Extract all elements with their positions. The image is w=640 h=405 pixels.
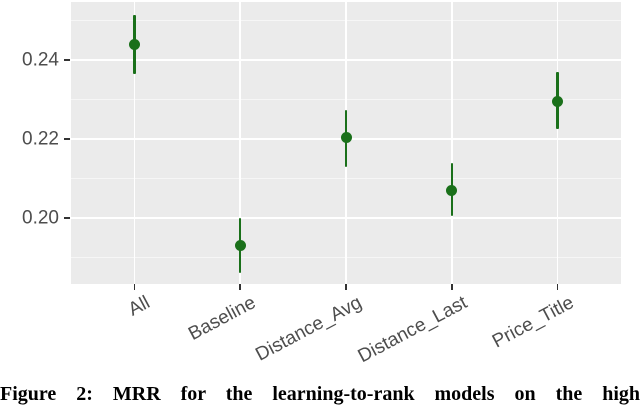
gridline-vertical <box>450 2 453 284</box>
x-tick-label: Distance_Last <box>354 292 472 368</box>
x-tick-mark <box>239 284 242 290</box>
y-tick-mark <box>64 59 70 62</box>
gridline-vertical <box>133 2 136 284</box>
y-tick-mark <box>64 138 70 140</box>
data-point <box>552 96 564 108</box>
data-point <box>446 184 458 196</box>
data-point <box>340 131 352 143</box>
x-tick-label: All <box>125 292 154 321</box>
plot-panel <box>71 2 621 284</box>
data-point <box>234 239 246 251</box>
x-tick-label: Baseline <box>185 292 260 345</box>
figure-caption: Figure 2: MRR for the learning-to-rank m… <box>0 383 640 405</box>
y-tick-label: 0.20 <box>22 207 59 229</box>
x-tick-label: Price_Title <box>488 292 577 353</box>
y-tick-label: 0.22 <box>22 128 59 150</box>
data-point <box>128 39 140 51</box>
x-tick-mark <box>556 284 559 290</box>
gridline-vertical <box>556 2 559 284</box>
x-tick-label: Distance_Avg <box>252 292 366 366</box>
gridline-vertical <box>239 2 242 284</box>
x-tick-mark <box>450 284 453 290</box>
y-tick-label: 0.24 <box>22 49 59 71</box>
y-tick-mark <box>64 217 70 219</box>
x-tick-mark <box>133 284 136 290</box>
x-tick-mark <box>345 284 347 290</box>
